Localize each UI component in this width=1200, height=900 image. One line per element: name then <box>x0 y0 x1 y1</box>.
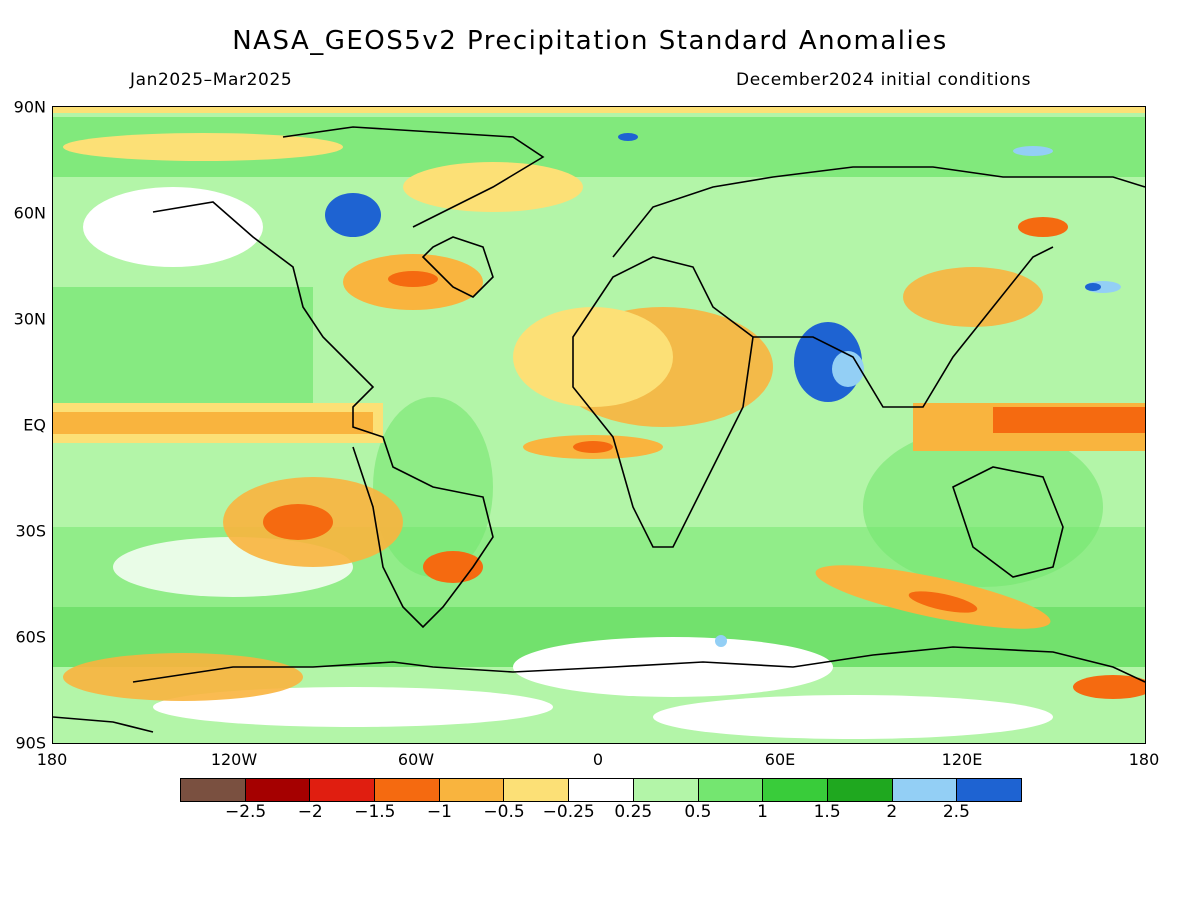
lon-label-180e: 180 <box>1128 750 1160 769</box>
colorbar-tick-label: −1 <box>426 802 452 822</box>
lat-label-90n: 90N <box>13 97 46 117</box>
lat-label-60n: 60N <box>13 203 46 223</box>
colorbar-tick-label: −2.5 <box>224 802 267 822</box>
anomaly-map <box>52 106 1146 744</box>
colorbar-swatch <box>310 779 376 801</box>
colorbar-tick-label: 0.5 <box>684 802 712 822</box>
lat-label-30s: 30S <box>15 521 46 541</box>
colorbar-tick-label: 1 <box>757 802 768 822</box>
colorbar-tick-label: 1.5 <box>813 802 841 822</box>
colorbar-tick-label: −0.5 <box>483 802 525 822</box>
colorbar-swatch <box>957 779 1021 801</box>
lat-label-90s: 90S <box>15 733 46 753</box>
lat-label-60s: 60S <box>15 627 46 647</box>
colorbar-swatch <box>504 779 570 801</box>
colorbar-swatch <box>633 779 699 801</box>
colorbar-tick-label: 2.5 <box>942 802 970 822</box>
colorbar-swatch <box>763 779 828 801</box>
colorbar-tick-label: −2 <box>297 802 323 822</box>
map-canvas <box>53 107 1145 743</box>
lon-label-60w: 60W <box>397 750 435 769</box>
lon-label-120w: 120W <box>210 750 258 769</box>
colorbar-tick-label: −1.5 <box>354 802 396 822</box>
colorbar-swatch <box>181 779 246 801</box>
colorbar-tick-label: −0.25 <box>542 802 595 822</box>
coastlines <box>53 126 1145 733</box>
colorbar-tick-label: 2 <box>886 802 898 822</box>
colorbar-swatch <box>439 779 505 801</box>
colorbar <box>180 778 1022 802</box>
lat-label-30n: 30N <box>13 309 46 329</box>
anomaly-field <box>53 107 1145 739</box>
colorbar-swatch <box>245 779 311 801</box>
chart-title: NASA_GEOS5v2 Precipitation Standard Anom… <box>232 26 948 56</box>
forecast-period: Jan2025–Mar2025 <box>130 70 293 90</box>
colorbar-swatch <box>827 779 893 801</box>
colorbar-swatch <box>375 779 440 801</box>
colorbar-swatch <box>698 779 764 801</box>
colorbar-swatch <box>569 779 634 801</box>
lon-label-180w: 180 <box>36 750 68 769</box>
lon-label-60e: 60E <box>764 750 796 769</box>
colorbar-swatch <box>892 779 958 801</box>
colorbar-tick-label: 0.25 <box>614 802 653 822</box>
lat-label-eq: EQ <box>23 415 46 435</box>
lon-label-0: 0 <box>592 750 604 769</box>
lon-label-120e: 120E <box>941 750 983 769</box>
initial-conditions: December2024 initial conditions <box>736 70 1032 90</box>
